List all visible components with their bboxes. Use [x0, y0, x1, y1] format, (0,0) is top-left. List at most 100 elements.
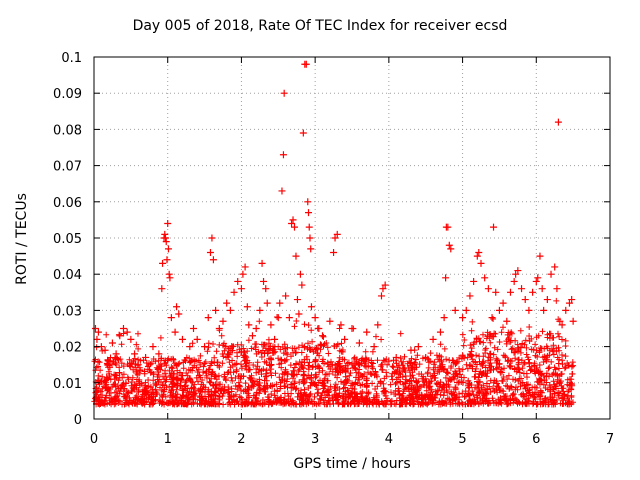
data-point — [241, 263, 249, 271]
data-point — [215, 325, 223, 332]
x-tick-label: 3 — [311, 432, 319, 447]
data-point — [212, 306, 220, 314]
y-tick-label: 0.08 — [53, 123, 82, 138]
y-tick-label: 0.02 — [53, 341, 82, 356]
data-point — [307, 303, 315, 311]
data-point — [466, 292, 474, 300]
data-points — [91, 60, 577, 380]
data-point — [562, 306, 570, 314]
data-point — [208, 234, 216, 242]
data-point — [161, 230, 169, 238]
data-point — [473, 252, 481, 260]
data-point — [175, 310, 183, 318]
data-band — [91, 297, 577, 408]
data-point — [276, 299, 284, 307]
data-point — [291, 223, 299, 231]
data-point — [305, 223, 313, 231]
data-point — [134, 361, 142, 369]
data-point — [226, 306, 234, 314]
data-point — [282, 368, 290, 376]
data-point — [274, 314, 282, 322]
data-point — [131, 350, 139, 358]
data-point — [554, 118, 562, 126]
data-point — [256, 306, 264, 314]
data-point — [547, 270, 555, 278]
data-point — [165, 270, 173, 278]
data-point — [248, 332, 256, 340]
data-point — [119, 325, 127, 332]
data-point — [296, 270, 304, 278]
data-point — [123, 328, 131, 336]
data-point — [178, 335, 186, 343]
data-point — [414, 343, 422, 351]
data-point — [167, 314, 175, 322]
data-point — [540, 306, 548, 314]
data-point — [551, 263, 559, 271]
data-point — [385, 357, 393, 365]
data-point — [262, 285, 270, 293]
data-point — [178, 372, 186, 380]
data-point — [407, 346, 415, 354]
data-point — [258, 259, 266, 267]
data-point — [495, 306, 503, 314]
data-point — [565, 299, 573, 307]
data-point — [326, 317, 334, 325]
data-point — [442, 274, 450, 282]
x-tick-label: 4 — [385, 432, 393, 447]
data-point — [319, 332, 327, 340]
data-point — [93, 335, 101, 343]
data-point — [105, 357, 113, 365]
y-tick-label: 0.01 — [53, 377, 82, 392]
x-axis-label: GPS time / hours — [293, 456, 411, 472]
data-point — [94, 328, 102, 336]
axis-ticks — [93, 56, 611, 420]
data-point — [279, 151, 287, 159]
x-tick-label: 1 — [164, 432, 172, 447]
y-tick-label: 0.05 — [53, 232, 82, 247]
data-point — [538, 285, 546, 293]
data-point — [436, 328, 444, 336]
data-point — [521, 296, 529, 304]
data-point — [204, 314, 212, 322]
data-point — [201, 343, 209, 351]
data-point — [112, 350, 120, 358]
data-point — [553, 285, 561, 293]
data-point — [514, 267, 522, 275]
data-point — [305, 209, 313, 217]
data-point — [142, 353, 150, 361]
data-band-markers — [91, 297, 577, 408]
data-point — [101, 346, 109, 354]
data-point — [173, 303, 181, 311]
data-point — [512, 270, 520, 278]
data-point — [503, 317, 511, 325]
data-point — [363, 328, 371, 336]
data-point — [278, 187, 286, 195]
data-point — [280, 89, 288, 97]
data-point — [289, 216, 297, 224]
data-point — [186, 343, 194, 351]
data-point — [422, 353, 430, 361]
data-point — [355, 339, 363, 347]
data-point — [263, 299, 271, 307]
x-tick-label: 7 — [606, 432, 614, 447]
data-point — [164, 245, 172, 253]
data-point — [333, 230, 341, 238]
data-point — [379, 285, 387, 293]
data-point — [315, 325, 323, 332]
data-point — [234, 277, 242, 285]
data-point — [392, 353, 400, 361]
y-tick-label: 0 — [74, 413, 82, 428]
data-point — [162, 238, 170, 246]
data-point — [230, 288, 238, 296]
x-tick-label: 5 — [458, 432, 466, 447]
data-point — [529, 288, 537, 296]
data-point — [377, 292, 385, 300]
data-point — [510, 277, 518, 285]
data-point — [190, 325, 198, 332]
data-point — [451, 306, 459, 314]
data-point — [477, 259, 485, 267]
data-point — [440, 314, 448, 322]
data-point — [116, 332, 124, 340]
data-point — [295, 310, 303, 318]
data-point — [311, 314, 319, 322]
